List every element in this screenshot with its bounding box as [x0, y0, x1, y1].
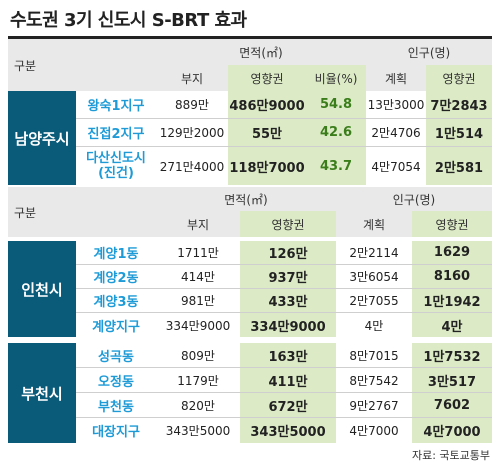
table-row: 오정동 1179만 411만 8만7542 3만517	[76, 368, 492, 393]
table-row: 진접2지구 129만2000 55만 42.6 2만4706 1만514	[76, 119, 492, 147]
table-row: 부천동 820만 672만 9만2767 7602	[76, 393, 492, 418]
group-namyangju: 남양주시	[8, 91, 76, 185]
table-row: 대장지구 343만5000 343만5000 4만7000 4만7000	[76, 418, 492, 443]
header-gubun: 구분	[14, 205, 37, 220]
page-title: 수도권 3기 신도시 S-BRT 효과	[10, 10, 247, 31]
namyangju-header: 구분 면적(㎡) 부지 영향권 비율(%) 인구(명) 계획 영향권	[8, 39, 492, 91]
top-divider	[8, 36, 492, 39]
header-site: 부지	[186, 217, 210, 232]
section2-header: 구분 면적(㎡) 부지 영향권 인구(명) 계획 영향권	[8, 187, 492, 237]
group-incheon: 인천시	[8, 241, 76, 337]
header-area: 면적(㎡)	[239, 45, 283, 60]
table-row: 계양2동 414만 937만 3만6054 8160	[76, 265, 492, 289]
header-site: 부지	[180, 71, 204, 86]
table-row: 성곡동 809만 163만 8만7015 1만7532	[76, 343, 492, 368]
header-area-group: 면적(㎡) 부지 영향권	[156, 187, 336, 237]
header-affect: 영향권	[228, 65, 306, 91]
header-pop-group: 인구(명) 계획 영향권	[366, 39, 492, 91]
header-area: 면적(㎡)	[224, 192, 268, 207]
group-bucheon: 부천시	[8, 343, 76, 443]
header-affect-pop: 영향권	[412, 211, 492, 237]
header-affect-pop: 영향권	[426, 65, 492, 91]
header-plan: 계획	[362, 217, 386, 232]
incheon-bucheon-table: 구분 면적(㎡) 부지 영향권 인구(명) 계획 영향권 인천시 계양1동 17…	[8, 187, 492, 443]
header-pop: 인구(명)	[392, 192, 436, 207]
source-note: 자료: 국토교통부	[411, 449, 490, 462]
table-row: 계양3동 981만 433만 2만7055 1만1942	[76, 289, 492, 313]
header-plan: 계획	[384, 71, 408, 86]
header-affect: 영향권	[240, 211, 336, 237]
table-row: 계양지구 334만9000 334만9000 4만 4만	[76, 313, 492, 337]
header-area-group: 면적(㎡) 부지 영향권 비율(%)	[156, 39, 366, 91]
header-ratio: 비율(%)	[306, 65, 366, 91]
header-pop-group: 인구(명) 계획 영향권	[336, 187, 492, 237]
header-gubun: 구분	[14, 58, 37, 73]
table-row: 다산신도시 (진건) 271만4000 118만7000 43.7 4만7054…	[76, 147, 492, 185]
table-row: 계양1동 1711만 126만 2만2114 1629	[76, 241, 492, 265]
header-pop: 인구(명)	[407, 45, 451, 60]
namyangju-table: 구분 면적(㎡) 부지 영향권 비율(%) 인구(명) 계획 영향권 남양주시 …	[8, 39, 492, 185]
table-row: 왕숙1지구 889만 486만9000 54.8 13만3000 7만2843	[76, 91, 492, 119]
